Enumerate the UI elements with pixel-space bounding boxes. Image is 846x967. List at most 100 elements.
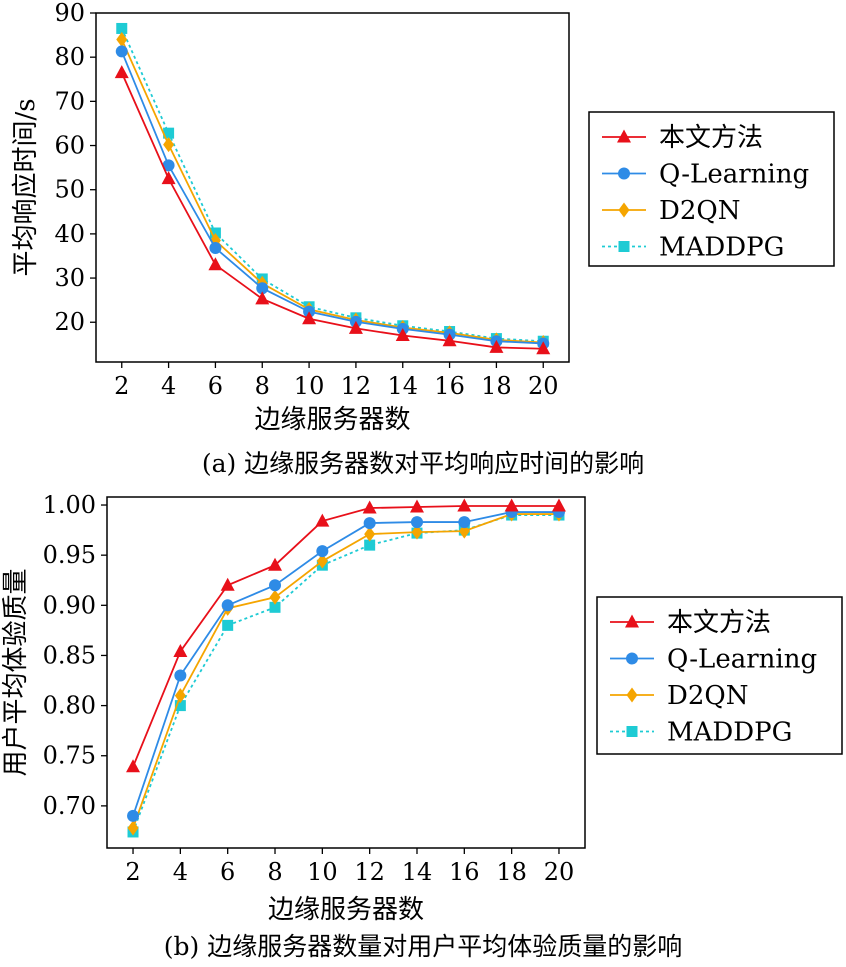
chart-caption: (a) 边缘服务器数对平均响应时间的影响 <box>202 449 644 478</box>
series-circle <box>127 506 565 822</box>
legend-label: 本文方法 <box>667 608 771 638</box>
y-tick-label: 0.75 <box>43 742 96 770</box>
data-point <box>411 524 423 540</box>
data-point <box>489 339 504 353</box>
x-tick-label: 20 <box>528 372 559 400</box>
y-tick-label: 0.70 <box>43 792 96 820</box>
legend-label: 本文方法 <box>659 123 763 153</box>
data-point <box>504 498 519 512</box>
data-point <box>409 499 424 513</box>
x-axis-label: 边缘服务器数 <box>268 895 424 925</box>
x-tick-label: 18 <box>481 372 512 400</box>
y-axis-label: 平均响应时间/s <box>11 98 41 276</box>
data-point <box>173 643 188 657</box>
x-tick-label: 2 <box>114 372 129 400</box>
x-tick-label: 2 <box>125 858 140 886</box>
data-point <box>174 669 187 682</box>
data-point <box>269 601 281 613</box>
legend-label: Q-Learning <box>659 160 809 190</box>
data-point <box>302 311 317 325</box>
x-axis-label: 边缘服务器数 <box>254 405 410 435</box>
y-axis-label: 用户平均体验质量 <box>1 568 31 776</box>
x-tick-label: 4 <box>173 858 188 886</box>
chart-b: 2 4 6 8 10 12 14 16 18 20 0.70 0.75 0.80 0.85 0.90 0.95… <box>1 491 843 961</box>
series-diamond <box>116 32 549 351</box>
legend-marker <box>618 167 630 180</box>
legend-label: MADDPG <box>659 233 784 263</box>
data-point <box>174 688 186 704</box>
legend-marker <box>617 129 631 143</box>
y-tick-label: 40 <box>54 220 85 248</box>
data-point <box>162 159 175 172</box>
y-tick-label: 30 <box>54 264 85 292</box>
x-tick-label: 6 <box>208 372 223 400</box>
data-point <box>536 341 551 355</box>
y-tick-label: 60 <box>54 132 85 160</box>
data-point <box>221 599 234 612</box>
series-line <box>120 39 544 344</box>
x-tick-label: 14 <box>387 372 418 400</box>
series-line <box>132 511 559 817</box>
data-point <box>256 282 269 295</box>
chart-caption: (b) 边缘服务器数量对用户平均体验质量的影响 <box>164 932 682 961</box>
data-point <box>174 700 186 712</box>
series-square <box>116 22 549 347</box>
plot-frame <box>95 12 570 363</box>
legend-marker <box>625 614 639 628</box>
series-line <box>120 28 544 343</box>
data-point <box>364 539 376 551</box>
y-tick-label: 80 <box>54 43 85 71</box>
series-line <box>120 72 544 350</box>
series-triangle <box>126 498 566 773</box>
x-tick-label: 10 <box>294 372 325 400</box>
data-point <box>268 557 283 571</box>
y-tick-label: 0.95 <box>43 541 96 569</box>
data-point <box>209 227 221 239</box>
plot-frame <box>106 496 586 849</box>
x-tick-label: 10 <box>307 858 338 886</box>
x-tick-label: 18 <box>496 858 527 886</box>
x-tick-label: 20 <box>544 858 575 886</box>
data-point <box>458 516 471 529</box>
legend-label: Q-Learning <box>667 645 817 675</box>
y-tick-label: 1.00 <box>43 491 96 519</box>
data-point <box>127 809 140 822</box>
legend-label: D2QN <box>659 196 740 226</box>
x-tick-label: 16 <box>434 372 465 400</box>
data-point <box>316 553 328 569</box>
data-point <box>410 516 423 529</box>
legend-marker <box>618 241 630 252</box>
data-point <box>442 333 457 347</box>
y-tick-label: 0.85 <box>43 641 96 669</box>
data-point <box>269 579 282 592</box>
legend-box <box>596 596 843 755</box>
series-line <box>132 505 559 768</box>
series-triangle <box>114 65 551 355</box>
data-point <box>269 589 281 605</box>
data-point <box>255 291 270 305</box>
series-line <box>132 514 559 833</box>
legend-label: MADDPG <box>667 718 792 748</box>
data-point <box>127 820 139 836</box>
x-tick-label: 12 <box>341 372 372 400</box>
series-circle <box>115 45 550 350</box>
x-tick-label: 12 <box>354 858 385 886</box>
y-tick-label: 0.80 <box>43 692 96 720</box>
data-point <box>208 257 223 271</box>
legend-label: D2QN <box>667 681 748 711</box>
data-point <box>364 526 376 542</box>
data-point <box>220 577 235 591</box>
data-point <box>163 137 175 153</box>
x-tick-label: 6 <box>220 858 235 886</box>
y-tick-label: 50 <box>54 176 85 204</box>
data-point <box>116 22 128 34</box>
data-point <box>348 320 363 334</box>
legend: 本文方法 Q-Learning D2QN MADDPG <box>596 596 843 755</box>
legend-marker <box>618 202 630 218</box>
data-point <box>163 127 175 139</box>
data-point <box>114 65 129 79</box>
x-tick-label: 4 <box>161 372 176 400</box>
data-point <box>362 500 377 514</box>
x-tick-label: 16 <box>449 858 480 886</box>
